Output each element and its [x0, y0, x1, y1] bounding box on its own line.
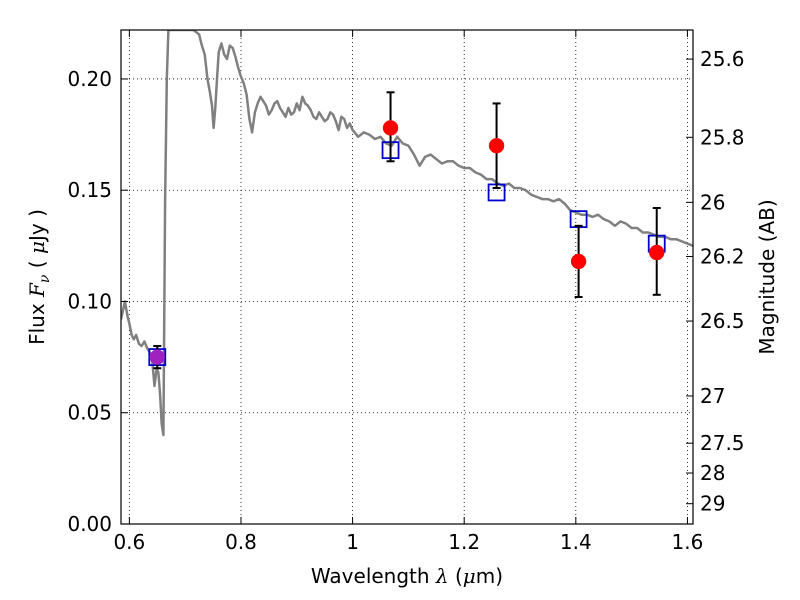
x-tick-label: 1.6 — [672, 530, 704, 554]
y2-tick-label: 28 — [700, 461, 725, 485]
observed-flux-point — [648, 244, 665, 261]
y2-tick-label: 25.8 — [700, 125, 745, 149]
y-tick-label: 0.10 — [67, 289, 112, 313]
y-tick-label: 0.15 — [67, 178, 112, 202]
y2-tick-label: 25.6 — [700, 47, 745, 71]
error-bars — [149, 91, 665, 370]
x-tick-label: 1.2 — [448, 530, 480, 554]
y2-tick-label: 26.5 — [700, 309, 745, 333]
axis-ticks: 0.6 0.8 1 1.2 1.4 1.6 0.00 0.05 0.10 0.15 0.20 25.6… — [67, 30, 745, 554]
y-tick-label: 0.20 — [67, 67, 112, 91]
x-axis-label: Wavelength λ (μm) — [311, 564, 503, 588]
y2-tick-label: 26.2 — [700, 244, 745, 268]
x-tick-label: 1 — [346, 530, 359, 554]
plot-frame — [120, 29, 694, 525]
x-tick-label: 0.8 — [225, 530, 257, 554]
y2-axis-label: Magnitude (AB) — [755, 199, 779, 354]
grid-lines — [121, 30, 693, 524]
data-layer — [121, 30, 693, 437]
model-spectrum-line — [121, 30, 693, 437]
y2-tick-label: 27 — [700, 384, 725, 408]
y2-tick-label: 29 — [700, 492, 725, 516]
x-tick-label: 1.4 — [560, 530, 592, 554]
y-tick-label: 0.05 — [67, 401, 112, 425]
observed-flux-point — [149, 349, 166, 365]
y2-tick-label: 26 — [700, 190, 725, 214]
observed-flux-point — [488, 137, 505, 154]
y2-tick-label: 27.5 — [700, 431, 745, 455]
observed-flux-point — [570, 253, 587, 270]
x-tick-label: 0.6 — [113, 530, 145, 554]
y-tick-label: 0.00 — [67, 512, 112, 536]
observed-flux-point — [382, 120, 399, 136]
y-axis-label: Flux Fν ( μJy ) — [25, 209, 53, 345]
